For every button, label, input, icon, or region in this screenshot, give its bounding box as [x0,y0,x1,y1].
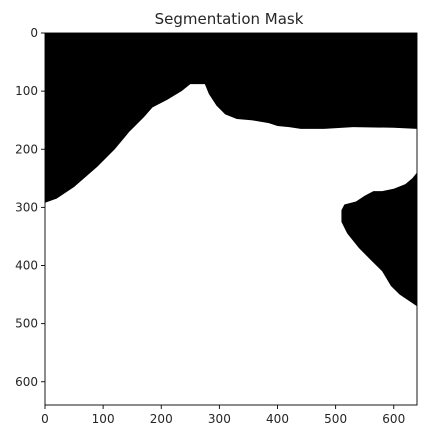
y-tick-label: 500 [15,317,38,331]
y-tick-label: 0 [30,26,38,40]
x-tick-label: 400 [266,412,289,426]
mask-region-background-2 [341,172,417,307]
x-tick-label: 0 [41,412,49,426]
axes-frame [44,32,418,406]
x-tick-label: 100 [92,412,115,426]
y-tick-label: 600 [15,375,38,389]
x-axis: 0 100 200 300 400 500 600 [41,405,405,426]
y-tick-label: 100 [15,84,38,98]
y-tick-label: 300 [15,200,38,214]
mask-regions [45,33,417,307]
mask-region-background-1 [45,33,417,203]
x-tick-label: 300 [208,412,231,426]
plot-area [44,32,418,406]
y-tick-label: 400 [15,259,38,273]
y-tick-label: 200 [15,142,38,156]
x-tick-label: 200 [150,412,173,426]
x-tick-label: 500 [324,412,347,426]
chart-title: Segmentation Mask [155,10,304,28]
y-axis: 0 100 200 300 400 500 600 [15,26,45,389]
x-tick-label: 600 [382,412,405,426]
